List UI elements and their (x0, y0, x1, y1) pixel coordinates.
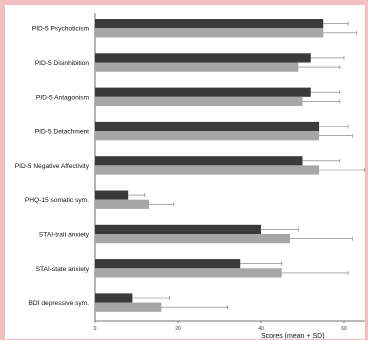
category-label: PHQ-15 somatic sym. (25, 197, 89, 204)
bar (95, 121, 320, 132)
bar (95, 62, 299, 72)
category-label: PID-5 Antagonism (36, 94, 90, 101)
category-label: PID-5 Detachment (35, 129, 89, 136)
bar (95, 234, 291, 244)
bar-chart: 0 20 40 60 Scores (mean + SD) PID-5 Psychotic… (15, 13, 365, 339)
bar (95, 199, 149, 209)
bar (95, 96, 303, 106)
bar (95, 53, 311, 63)
category-label: STAI-trait anxiety (39, 232, 90, 239)
category-label: PID-5 Disinhibition (35, 60, 90, 67)
bar (95, 131, 320, 141)
category-label: STAI-state anxiety (36, 266, 90, 273)
bar (95, 156, 303, 166)
x-tick-label: 0 (94, 326, 97, 332)
bar (95, 259, 241, 269)
bar (95, 28, 324, 38)
bar (95, 165, 320, 175)
chart-panel: 0 20 40 60 Scores (mean + SD) PID-5 Psychotic… (5, 5, 365, 339)
bar (95, 19, 324, 29)
x-axis-title: Scores (mean + SD) (261, 333, 325, 339)
bar (95, 293, 133, 303)
x-tick-label: 20 (175, 326, 181, 332)
category-label: BDI depressive sym. (29, 300, 90, 307)
bar (95, 224, 261, 234)
bar (95, 268, 282, 278)
x-tick-label: 40 (258, 326, 264, 332)
bar (95, 190, 129, 200)
category-label: PID-5 Psychoticism (32, 26, 90, 33)
x-tick-label: 60 (341, 326, 347, 332)
category-label: PID-5 Negative Affectivity (15, 163, 90, 170)
bar (95, 87, 311, 97)
bar (95, 302, 162, 312)
